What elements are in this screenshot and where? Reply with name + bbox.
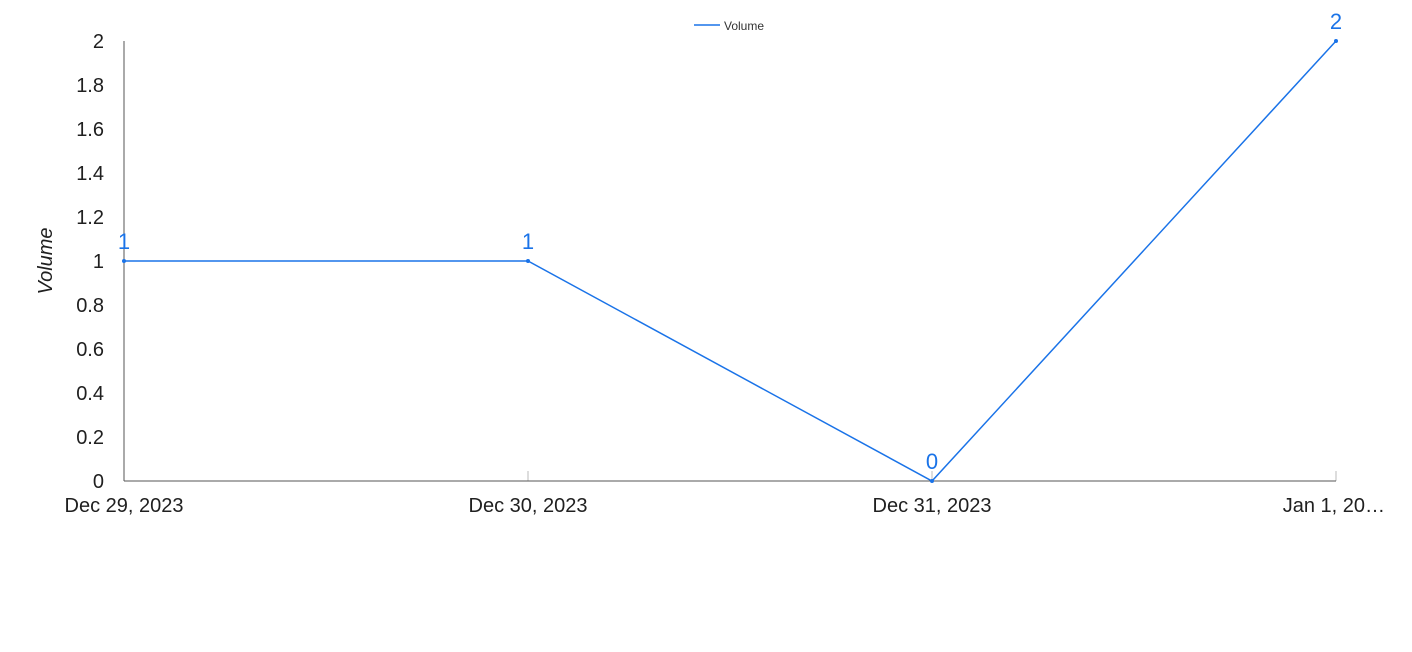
y-tick-label: 1.4 (76, 163, 104, 185)
y-axis-ticks: 0 0.2 0.4 0.6 0.8 1 1.2 1.4 1.6 1.8 2 (76, 31, 104, 493)
legend-label-volume: Volume (724, 19, 764, 33)
series-volume (122, 39, 1338, 483)
y-axis-title: Volume (35, 227, 57, 294)
x-tick-label: Jan 1, 20… (1283, 495, 1385, 517)
series-line-volume (124, 40, 1337, 482)
x-tick-label: Dec 29, 2023 (65, 495, 184, 517)
data-point[interactable] (930, 479, 934, 483)
y-tick-label: 1.2 (76, 207, 104, 229)
y-tick-label: 0.2 (76, 427, 104, 449)
y-tick-label: 0.6 (76, 339, 104, 361)
data-point[interactable] (122, 259, 126, 263)
chart-legend[interactable]: Volume (694, 19, 764, 33)
x-tick-label: Dec 31, 2023 (873, 495, 992, 517)
x-tick-label: Dec 30, 2023 (469, 495, 588, 517)
data-label: 0 (926, 449, 938, 474)
y-tick-label: 0.4 (76, 383, 104, 405)
y-tick-label: 1 (93, 251, 104, 273)
data-labels: 1 1 0 2 (118, 9, 1342, 474)
data-point[interactable] (526, 259, 530, 263)
y-tick-label: 1.6 (76, 119, 104, 141)
data-label: 2 (1330, 9, 1342, 34)
y-tick-label: 0 (93, 471, 104, 493)
data-label: 1 (522, 229, 534, 254)
y-tick-label: 1.8 (76, 75, 104, 97)
data-label: 1 (118, 229, 130, 254)
x-axis-ticks: Dec 29, 2023 Dec 30, 2023 Dec 31, 2023 Jan … (65, 471, 1385, 517)
y-tick-label: 2 (93, 31, 104, 53)
y-tick-label: 0.8 (76, 295, 104, 317)
data-point[interactable] (1334, 39, 1338, 43)
